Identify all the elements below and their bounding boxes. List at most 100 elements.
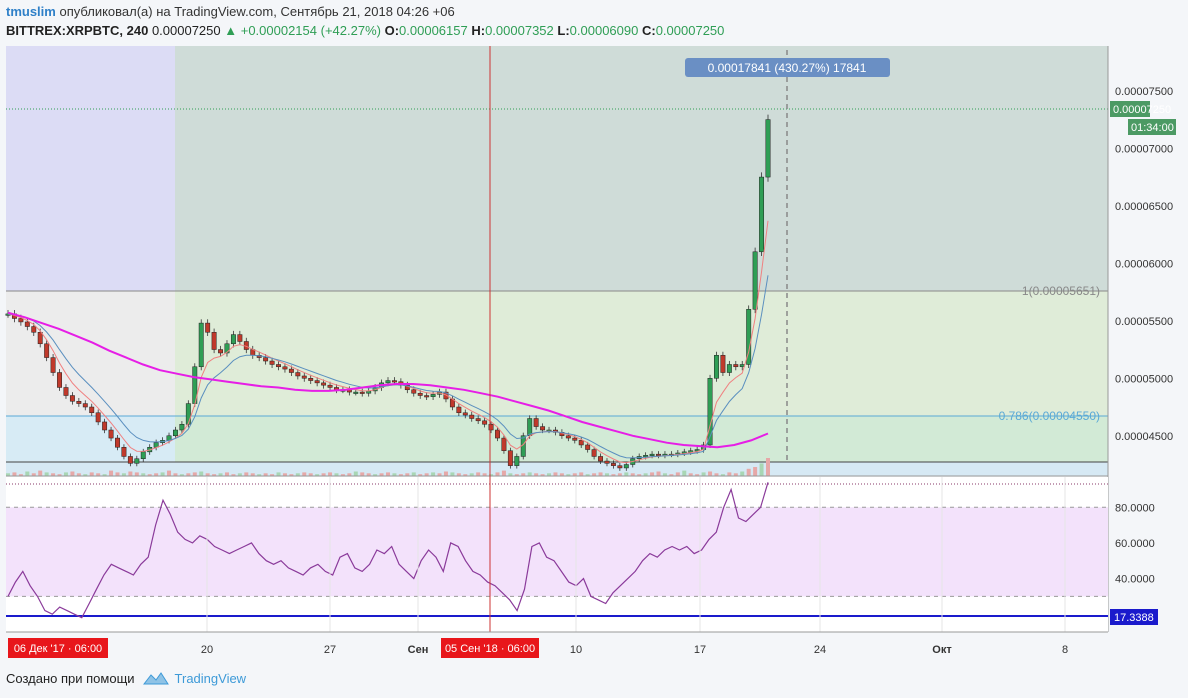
candle-body bbox=[288, 368, 294, 373]
volume-bar bbox=[559, 473, 564, 476]
fib-zone-upper bbox=[175, 291, 1108, 416]
candle-body bbox=[707, 378, 713, 446]
volume-bar bbox=[579, 472, 584, 476]
change-value: ▲ +0.00002154 (+42.27%) bbox=[224, 23, 381, 38]
candle-body bbox=[424, 395, 430, 398]
volume-bar bbox=[373, 474, 378, 476]
candle-body bbox=[18, 318, 24, 323]
rsi-tick-label: 40.0000 bbox=[1115, 574, 1155, 586]
volume-bar bbox=[96, 473, 101, 476]
time-tick-label: Сен bbox=[408, 644, 429, 656]
volume-bar bbox=[244, 472, 249, 476]
volume-bar bbox=[617, 473, 622, 476]
volume-bar bbox=[521, 473, 526, 476]
volume-bar bbox=[482, 473, 487, 476]
volume-bar bbox=[463, 474, 468, 476]
time-tick-label: 24 bbox=[814, 644, 826, 656]
volume-bars bbox=[6, 458, 770, 476]
volume-bar bbox=[257, 474, 262, 476]
tradingview-brand-link[interactable]: TradingView bbox=[174, 670, 247, 686]
rsi-axis-ticks: 80.0000 60.0000 40.0000 bbox=[1115, 502, 1155, 585]
price-tick-label: 0.00005500 bbox=[1115, 316, 1173, 328]
volume-bar bbox=[270, 474, 275, 476]
volume-bar bbox=[437, 473, 442, 476]
candle-body bbox=[327, 384, 333, 388]
fib-zone-lower bbox=[175, 416, 1108, 462]
volume-bar bbox=[688, 473, 693, 476]
candle-body bbox=[591, 449, 597, 457]
candle-body bbox=[514, 456, 520, 466]
ma-long-magenta bbox=[7, 311, 769, 449]
candle-body bbox=[623, 464, 629, 469]
volume-bar bbox=[753, 467, 758, 476]
volume-bar bbox=[18, 474, 23, 476]
volume-bar bbox=[746, 468, 751, 476]
volume-bar bbox=[334, 473, 339, 476]
time-tick-label: 10 bbox=[570, 644, 582, 656]
candle-body bbox=[211, 332, 217, 350]
volume-bar bbox=[115, 472, 120, 476]
candle-body bbox=[565, 435, 571, 439]
candle-body bbox=[108, 429, 114, 439]
candle-body bbox=[76, 401, 82, 404]
volume-bar bbox=[443, 471, 448, 476]
volume-bar bbox=[31, 473, 36, 476]
volume-bar bbox=[766, 458, 770, 476]
candle-body bbox=[185, 403, 191, 425]
countdown-text: 01:34:00 bbox=[1131, 122, 1174, 134]
volume-bar bbox=[102, 474, 107, 476]
measure-label-box bbox=[685, 58, 890, 77]
candle-body bbox=[507, 450, 513, 466]
candle-body bbox=[308, 378, 314, 381]
candle-body bbox=[765, 119, 771, 178]
volume-bar bbox=[250, 473, 255, 476]
volume-zone bbox=[6, 462, 1108, 476]
volume-bar bbox=[469, 473, 474, 476]
volume-bar bbox=[154, 473, 159, 476]
volume-bar bbox=[598, 472, 603, 476]
volume-bar bbox=[83, 474, 88, 476]
price-tick-label: 0.00007500 bbox=[1115, 86, 1173, 98]
volume-bar bbox=[347, 473, 352, 476]
candle-body bbox=[50, 357, 56, 373]
rsi-band bbox=[6, 507, 1108, 597]
candle-body bbox=[462, 412, 468, 416]
volume-bar bbox=[276, 472, 281, 476]
volume-bar bbox=[540, 474, 545, 476]
candle-body bbox=[69, 395, 75, 402]
volume-bar bbox=[121, 473, 126, 476]
volume-bar bbox=[128, 471, 133, 476]
candle-body bbox=[218, 349, 223, 354]
price-tick-label: 0.00006000 bbox=[1115, 258, 1173, 270]
candle-body bbox=[37, 332, 43, 345]
volume-bar bbox=[6, 473, 10, 476]
volume-bar bbox=[695, 474, 700, 476]
volume-bar bbox=[218, 473, 223, 476]
volume-bar bbox=[379, 473, 384, 476]
volume-bar bbox=[431, 472, 436, 476]
rsi-tick-label: 80.0000 bbox=[1115, 502, 1155, 514]
volume-bar bbox=[179, 474, 184, 476]
volume-bar bbox=[650, 472, 655, 476]
low-value: 0.00006090 bbox=[569, 23, 639, 38]
candle-body bbox=[205, 322, 211, 333]
volume-bar bbox=[637, 474, 642, 476]
candle-body bbox=[385, 380, 391, 384]
crosshair-time-text: 05 Сен '18 · 06:00 bbox=[445, 643, 535, 655]
rsi-line bbox=[7, 482, 769, 619]
volume-bar bbox=[740, 471, 745, 476]
volume-bar bbox=[295, 473, 300, 476]
volume-bar bbox=[495, 472, 500, 476]
volume-bar bbox=[199, 471, 204, 476]
volume-bar bbox=[489, 474, 494, 476]
candle-body bbox=[63, 387, 69, 396]
fib-zone-left-upper bbox=[6, 291, 175, 416]
candle-body bbox=[263, 357, 269, 362]
candle-body bbox=[269, 360, 275, 365]
volume-bar bbox=[527, 472, 532, 476]
author-name[interactable]: tmuslim bbox=[6, 4, 56, 19]
volume-bar bbox=[656, 471, 661, 476]
volume-bar bbox=[25, 471, 30, 476]
candle-body bbox=[102, 421, 108, 431]
